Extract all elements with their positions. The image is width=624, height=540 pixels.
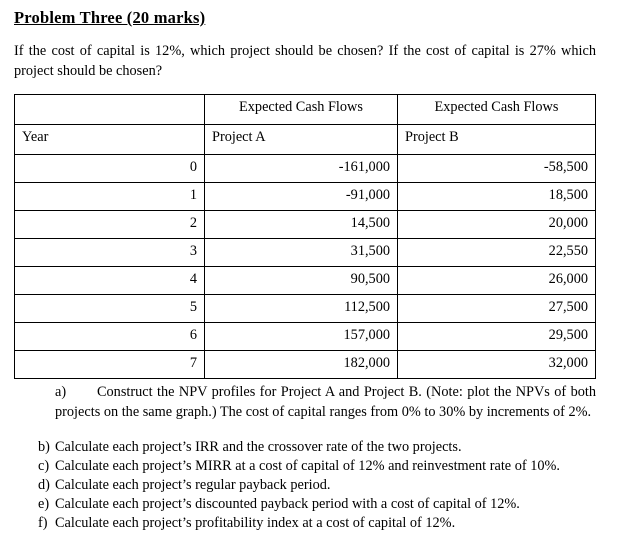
question-a-label: a) (55, 384, 67, 400)
project-b-cell: -58,500 (397, 154, 596, 183)
project-a-cell: -91,000 (204, 182, 398, 211)
header-expected-cash-flows-a: Expected Cash Flows (204, 94, 398, 125)
header-project-b: Project B (397, 124, 596, 155)
list-item: e) Calculate each project’s discounted pa… (38, 495, 610, 514)
table-header-row-2: Year Project A Project B (14, 124, 596, 155)
question-d-label: d) (38, 477, 50, 493)
question-f-text: Calculate each project’s profitability i… (55, 515, 456, 531)
question-b-label: b) (38, 439, 50, 455)
header-expected-cash-flows-b: Expected Cash Flows (397, 94, 596, 125)
list-item: d) Calculate each project’s regular payba… (38, 476, 610, 495)
list-item: c) Calculate each project’s MIRR at a cos… (38, 457, 610, 476)
question-list: b) Calculate each project’s IRR and the c… (38, 438, 610, 533)
table-row: 4 90,500 26,000 (14, 266, 596, 295)
year-cell: 2 (14, 210, 205, 239)
project-a-cell: 112,500 (204, 294, 398, 323)
header-project-a: Project A (204, 124, 398, 155)
question-c-label: c) (38, 458, 50, 474)
project-b-cell: 32,000 (397, 350, 596, 379)
project-a-cell: 90,500 (204, 266, 398, 295)
problem-title: Problem Three (20 marks) (14, 8, 206, 27)
question-e-text: Calculate each project’s discounted payb… (55, 496, 520, 512)
year-cell: 3 (14, 238, 205, 267)
project-a-cell: 182,000 (204, 350, 398, 379)
question-d-text: Calculate each project’s regular payback… (55, 477, 331, 493)
cash-flow-table: Expected Cash Flows Expected Cash Flows … (14, 94, 596, 379)
project-b-cell: 26,000 (397, 266, 596, 295)
project-a-cell: 14,500 (204, 210, 398, 239)
table-row: 5 112,500 27,500 (14, 294, 596, 323)
question-e-label: e) (38, 496, 50, 512)
question-c-text: Calculate each project’s MIRR at a cost … (55, 458, 560, 474)
intro-paragraph: If the cost of capital is 12%, which pro… (14, 43, 596, 79)
project-b-cell: 20,000 (397, 210, 596, 239)
header-year: Year (14, 124, 205, 155)
list-item: b) Calculate each project’s IRR and the c… (38, 438, 610, 457)
year-cell: 7 (14, 350, 205, 379)
year-cell: 6 (14, 322, 205, 351)
table-corner-cell (14, 94, 205, 125)
table-row: 6 157,000 29,500 (14, 322, 596, 351)
question-a-text: Construct the NPV profiles for Project A… (55, 384, 596, 420)
table-row: 7 182,000 32,000 (14, 350, 596, 379)
year-cell: 1 (14, 182, 205, 211)
question-a: a) Construct the NPV profiles for Project… (55, 383, 596, 422)
project-b-cell: 29,500 (397, 322, 596, 351)
project-b-cell: 22,550 (397, 238, 596, 267)
project-b-cell: 27,500 (397, 294, 596, 323)
table-row: 1 -91,000 18,500 (14, 182, 596, 211)
year-cell: 4 (14, 266, 205, 295)
list-item: f) Calculate each project’s profitability… (38, 514, 610, 533)
table-row: 3 31,500 22,550 (14, 238, 596, 267)
project-a-cell: 157,000 (204, 322, 398, 351)
table-row: 0 -161,000 -58,500 (14, 154, 596, 183)
year-cell: 5 (14, 294, 205, 323)
year-cell: 0 (14, 154, 205, 183)
project-a-cell: 31,500 (204, 238, 398, 267)
project-b-cell: 18,500 (397, 182, 596, 211)
table-row: 2 14,500 20,000 (14, 210, 596, 239)
table-header-row-1: Expected Cash Flows Expected Cash Flows (14, 94, 596, 125)
question-f-label: f) (38, 515, 48, 531)
question-b-text: Calculate each project’s IRR and the cro… (55, 439, 462, 455)
project-a-cell: -161,000 (204, 154, 398, 183)
